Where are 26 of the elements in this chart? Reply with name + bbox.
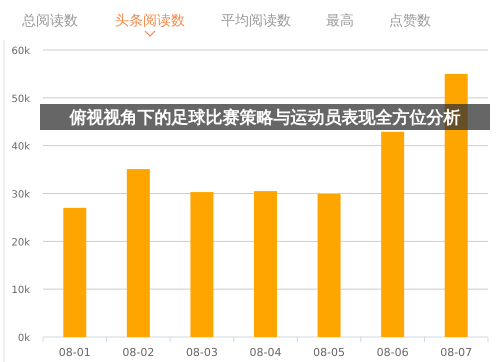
y-tick-label: 60k <box>11 46 30 57</box>
y-tick-label: 50k <box>11 94 30 105</box>
x-tick-label: 08-01 <box>58 346 91 359</box>
text: 平均阅读数 <box>221 13 291 29</box>
bar <box>254 191 277 337</box>
text: 总阅读数 <box>21 13 78 29</box>
bar <box>318 194 341 337</box>
y-tick-label: 20k <box>11 237 30 248</box>
y-tick-label: 40k <box>11 142 30 153</box>
y-tick-label: 10k <box>11 285 30 296</box>
bar <box>126 169 150 337</box>
y-tick-label: 30k <box>11 190 30 200</box>
y-tick-label: 0k <box>18 333 30 344</box>
x-tick-label: 08-07 <box>440 346 472 359</box>
text: 俯视视角下的足球比赛策略与运动员表现全方位分析 <box>68 108 460 128</box>
text: 点赞数 <box>389 13 431 29</box>
x-tick-label: 08-05 <box>313 346 346 359</box>
bar <box>381 132 404 337</box>
x-tick-label: 08-03 <box>186 346 218 359</box>
x-tick-label: 08-02 <box>122 346 154 359</box>
text: 头条阅读数 <box>115 13 185 29</box>
bar <box>63 208 86 337</box>
x-tick-label: 08-06 <box>376 346 409 359</box>
bar <box>190 192 214 337</box>
x-tick-label: 08-04 <box>250 346 282 359</box>
text: 最高 <box>326 13 354 29</box>
